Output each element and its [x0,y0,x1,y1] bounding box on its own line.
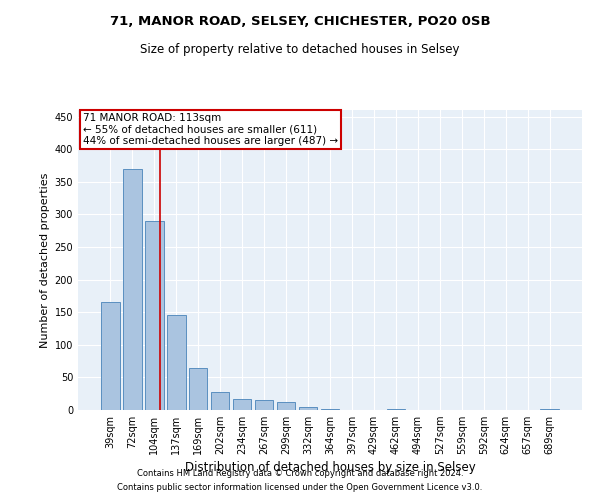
Bar [255,400,274,410]
Bar [299,406,317,410]
Bar [211,392,229,410]
Bar [167,316,185,410]
Text: Contains HM Land Registry data © Crown copyright and database right 2024.: Contains HM Land Registry data © Crown c… [137,468,463,477]
Bar [277,402,295,410]
Text: Size of property relative to detached houses in Selsey: Size of property relative to detached ho… [140,42,460,56]
Bar [101,302,119,410]
Y-axis label: Number of detached properties: Number of detached properties [40,172,50,348]
Text: Contains public sector information licensed under the Open Government Licence v3: Contains public sector information licen… [118,484,482,492]
Bar [233,399,251,410]
Bar [189,368,208,410]
Bar [145,221,164,410]
Text: 71 MANOR ROAD: 113sqm
← 55% of detached houses are smaller (611)
44% of semi-det: 71 MANOR ROAD: 113sqm ← 55% of detached … [83,113,338,146]
Text: 71, MANOR ROAD, SELSEY, CHICHESTER, PO20 0SB: 71, MANOR ROAD, SELSEY, CHICHESTER, PO20… [110,15,490,28]
X-axis label: Distribution of detached houses by size in Selsey: Distribution of detached houses by size … [185,462,475,474]
Bar [123,168,142,410]
